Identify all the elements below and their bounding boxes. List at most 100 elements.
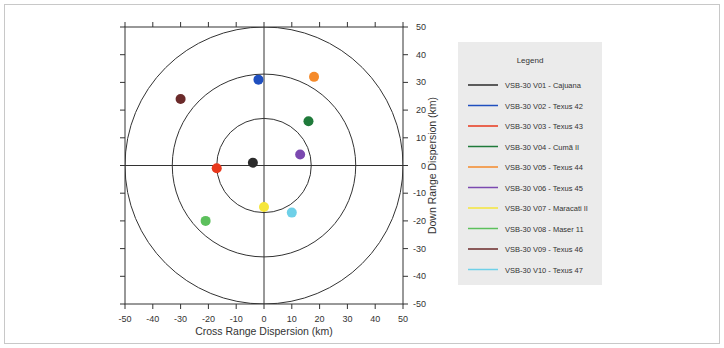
x-axis-title: Cross Range Dispersion (km) bbox=[195, 325, 333, 337]
x-tick-label: -20 bbox=[202, 314, 215, 324]
x-tick-top bbox=[403, 22, 404, 27]
x-tick bbox=[347, 304, 348, 309]
y-tick-label: -10 bbox=[413, 188, 426, 198]
y-tick-label: 10 bbox=[416, 133, 426, 143]
scatter-point bbox=[295, 149, 305, 159]
x-tick-top bbox=[180, 22, 181, 27]
x-tick-top bbox=[264, 22, 265, 27]
y-tick-left bbox=[120, 220, 125, 221]
x-tick bbox=[264, 304, 265, 309]
x-tick-top bbox=[347, 22, 348, 27]
legend-box bbox=[458, 42, 602, 285]
x-tick bbox=[375, 304, 376, 309]
legend-label: VSB-30 V10 - Texus 47 bbox=[505, 266, 583, 275]
legend-label: VSB-30 V02 - Texus 42 bbox=[505, 102, 583, 111]
legend-swatch bbox=[468, 228, 498, 230]
y-axis-title: Down Range Dispersion (km) bbox=[426, 97, 438, 234]
rings bbox=[125, 27, 403, 304]
y-tick-left bbox=[120, 276, 125, 277]
legend-label: VSB-30 V04 - Cumã II bbox=[505, 143, 579, 152]
figure-frame bbox=[5, 5, 720, 344]
legend-swatch bbox=[468, 84, 498, 86]
legend-label: VSB-30 V03 - Texus 43 bbox=[505, 122, 583, 131]
y-tick bbox=[403, 220, 408, 221]
y-tick-label: 40 bbox=[416, 50, 426, 60]
legend-label: VSB-30 V07 - Maracati II bbox=[505, 204, 588, 213]
x-tick-top bbox=[319, 22, 320, 27]
y-tick bbox=[403, 27, 408, 28]
x-zero-line bbox=[125, 165, 403, 166]
dispersion-ring bbox=[172, 74, 355, 257]
legend-swatch bbox=[468, 166, 498, 168]
legend-swatch bbox=[468, 187, 498, 189]
y-tick bbox=[403, 276, 408, 277]
legend-swatch bbox=[468, 248, 498, 250]
x-tick-label: -30 bbox=[174, 314, 187, 324]
x-tick bbox=[208, 304, 209, 309]
y-tick bbox=[403, 304, 408, 305]
scatter-point bbox=[201, 216, 211, 226]
y-tick-label: 20 bbox=[416, 105, 426, 115]
y-tick-left bbox=[120, 54, 125, 55]
legend-label: VSB-30 V01 - Cajuana bbox=[505, 81, 582, 90]
y-tick-label: -40 bbox=[413, 271, 426, 281]
y-tick-label: -20 bbox=[413, 216, 426, 226]
legend-title: Legend bbox=[517, 56, 544, 65]
scatter-point bbox=[287, 208, 297, 218]
scatter-point bbox=[309, 72, 319, 82]
legend-swatch bbox=[468, 269, 498, 271]
y-tick-label: -50 bbox=[413, 299, 426, 309]
scatter-point bbox=[303, 116, 313, 126]
x-tick bbox=[319, 304, 320, 309]
scatter-point bbox=[253, 75, 263, 85]
x-tick-top bbox=[208, 22, 209, 27]
x-tick-label: 20 bbox=[315, 314, 325, 324]
y-tick bbox=[403, 110, 408, 111]
y-tick bbox=[403, 165, 408, 166]
x-tick bbox=[236, 304, 237, 309]
x-tick bbox=[291, 304, 292, 309]
scatter-point bbox=[212, 163, 222, 173]
y-tick-label: -30 bbox=[413, 244, 426, 254]
legend-label: VSB-30 V08 - Maser 11 bbox=[505, 225, 584, 234]
y-tick-left bbox=[120, 137, 125, 138]
legend-swatch bbox=[468, 207, 498, 209]
y-tick-left bbox=[120, 304, 125, 305]
y-tick bbox=[403, 248, 408, 249]
y-tick-label: 30 bbox=[416, 77, 426, 87]
x-tick-label: 10 bbox=[287, 314, 297, 324]
dispersion-ring bbox=[125, 27, 403, 304]
x-tick-label: -10 bbox=[230, 314, 243, 324]
x-tick bbox=[403, 304, 404, 309]
axes-lines bbox=[125, 27, 403, 304]
y-tick-left bbox=[120, 110, 125, 111]
y-tick-left bbox=[120, 165, 125, 166]
x-tick-top bbox=[291, 22, 292, 27]
legend-swatch bbox=[468, 146, 498, 148]
points bbox=[176, 72, 319, 226]
chart: -50-40-30-20-1001020304050-50-40-30-20-1… bbox=[0, 0, 724, 348]
x-tick bbox=[152, 304, 153, 309]
x-tick-label: -50 bbox=[118, 314, 131, 324]
y-tick bbox=[403, 54, 408, 55]
legend-label: VSB-30 V09 - Texus 46 bbox=[505, 245, 583, 254]
x-tick-label: 30 bbox=[342, 314, 352, 324]
x-tick-label: 0 bbox=[261, 314, 266, 324]
y-tick-left bbox=[120, 27, 125, 28]
x-tick-label: 50 bbox=[398, 314, 408, 324]
legend: Legend VSB-30 V01 - Cajuana VSB-30 V02 - T… bbox=[458, 42, 602, 285]
x-tick bbox=[180, 304, 181, 309]
y-tick-label: 50 bbox=[416, 22, 426, 32]
y-tick-left bbox=[120, 193, 125, 194]
y-tick bbox=[403, 82, 408, 83]
x-tick-label: 40 bbox=[370, 314, 380, 324]
legend-swatch bbox=[468, 125, 498, 127]
y-tick-left bbox=[120, 248, 125, 249]
legend-swatch bbox=[468, 105, 498, 107]
scatter-point bbox=[259, 202, 269, 212]
x-tick-top bbox=[236, 22, 237, 27]
scatter-point bbox=[248, 158, 258, 168]
plot-frame bbox=[125, 27, 403, 304]
y-tick bbox=[403, 193, 408, 194]
legend-label: VSB-30 V06 - Texus 45 bbox=[505, 184, 583, 193]
